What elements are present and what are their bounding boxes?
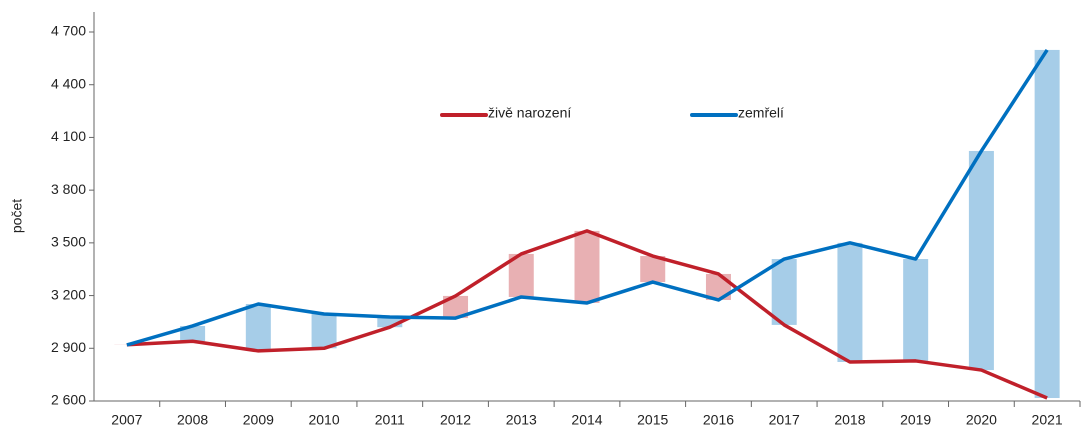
- difference-bar: [903, 259, 928, 361]
- y-tick-label: 3 500: [51, 234, 86, 250]
- difference-bar: [969, 151, 994, 370]
- x-tick-label: 2020: [966, 412, 997, 428]
- x-tick-label: 2018: [834, 412, 865, 428]
- y-tick-label: 2 900: [51, 339, 86, 355]
- x-tick-label: 2021: [1032, 412, 1063, 428]
- y-tick-label: 3 200: [51, 286, 86, 302]
- x-tick-label: 2016: [703, 412, 734, 428]
- difference-bar: [312, 314, 337, 348]
- difference-bar: [246, 304, 271, 351]
- difference-bar: [1035, 50, 1060, 398]
- y-axis-label: počet: [9, 199, 25, 233]
- x-tick-label: 2011: [375, 412, 405, 428]
- y-tick-label: 4 100: [51, 128, 86, 144]
- x-tick-label: 2009: [243, 412, 274, 428]
- x-tick-label: 2015: [637, 412, 668, 428]
- y-tick-label: 3 800: [51, 181, 86, 197]
- x-tick-label: 2014: [571, 412, 602, 428]
- y-tick-label: 4 400: [51, 75, 86, 91]
- x-tick-label: 2019: [900, 412, 931, 428]
- legend-label: zemřelí: [738, 105, 784, 121]
- difference-bar: [575, 231, 600, 303]
- x-tick-label: 2013: [506, 412, 537, 428]
- y-tick-label: 4 700: [51, 23, 86, 39]
- x-tick-label: 2017: [769, 412, 800, 428]
- difference-bar: [837, 243, 862, 362]
- x-tick-label: 2007: [111, 412, 142, 428]
- difference-bar: [772, 259, 797, 325]
- x-tick-label: 2010: [308, 412, 339, 428]
- x-tick-label: 2012: [440, 412, 471, 428]
- y-tick-label: 2 600: [51, 392, 86, 408]
- legend-label: živě narození: [488, 105, 571, 121]
- x-tick-label: 2008: [177, 412, 208, 428]
